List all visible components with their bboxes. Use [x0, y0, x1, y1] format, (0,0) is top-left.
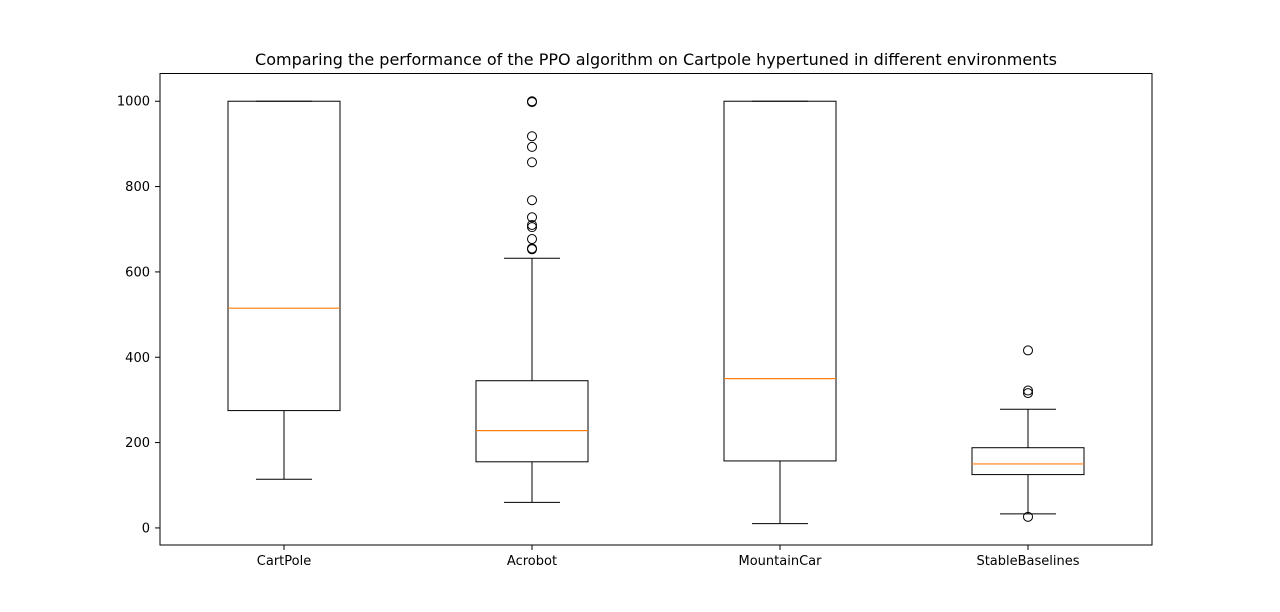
box-group-stablebaselines	[971, 345, 1085, 522]
outlier-point	[527, 219, 537, 230]
outlier-point	[1023, 388, 1033, 399]
box-iqr	[723, 100, 837, 462]
x-tick-label: CartPole	[257, 554, 311, 569]
box-group-cartpole	[227, 100, 341, 480]
x-tick-label: Acrobot	[507, 554, 557, 569]
box-iqr	[971, 447, 1085, 476]
y-tick-label: 600	[125, 265, 150, 280]
y-tick-label: 800	[125, 180, 150, 195]
outlier-point	[527, 141, 537, 152]
outlier-point	[527, 234, 537, 245]
box-group-mountaincar	[723, 100, 837, 525]
outlier-point	[1023, 345, 1033, 356]
y-tick-label: 1000	[117, 95, 150, 110]
y-axis: 0 200 400 600 800 1000	[117, 95, 160, 536]
outlier-point	[527, 212, 537, 223]
x-tick-label: StableBaselines	[976, 554, 1079, 569]
outlier-point	[1023, 511, 1033, 522]
plot-area-frame	[159, 73, 1153, 546]
outlier-point	[527, 222, 537, 233]
box-iqr	[227, 100, 341, 412]
outlier-point	[527, 96, 537, 107]
outlier-point	[527, 157, 537, 168]
outlier-point	[1023, 385, 1033, 396]
y-tick-label: 400	[125, 351, 150, 366]
box-group-acrobot	[475, 96, 589, 503]
box-iqr	[475, 380, 589, 463]
y-tick-label: 200	[125, 436, 150, 451]
x-axis: CartPole Acrobot MountainCar StableBaseline…	[257, 545, 1080, 569]
box-series	[227, 96, 1085, 525]
y-tick-label: 0	[142, 521, 150, 536]
outlier-point	[527, 195, 537, 206]
chart-title: Comparing the performance of the PPO alg…	[255, 50, 1057, 69]
x-tick-label: MountainCar	[739, 554, 823, 569]
outlier-point	[527, 131, 537, 142]
